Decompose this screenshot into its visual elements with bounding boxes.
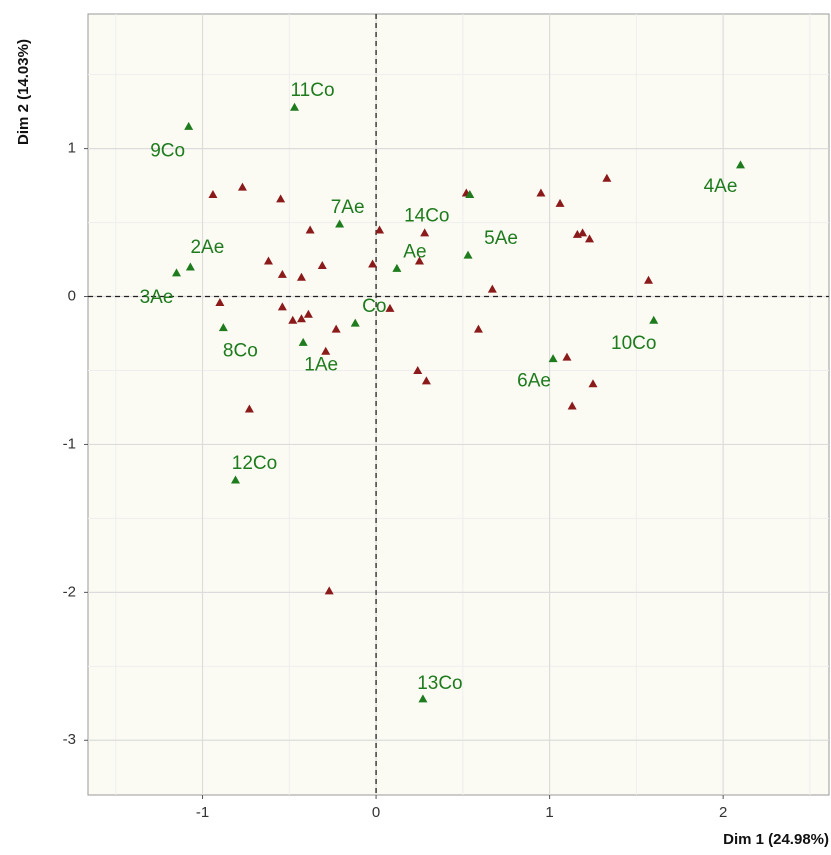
point (567, 401, 577, 410)
x-tick-label: 0 (372, 804, 380, 821)
point (172, 268, 182, 277)
point (321, 346, 331, 355)
point (277, 269, 287, 278)
point (276, 194, 286, 203)
point (420, 228, 430, 237)
point (392, 263, 402, 272)
point (331, 324, 341, 333)
point (562, 352, 572, 361)
point-label: 12Co (232, 453, 277, 474)
point (277, 302, 287, 311)
point (231, 475, 241, 484)
point-label: 4Ae (704, 176, 738, 197)
point (184, 121, 194, 130)
point (585, 234, 595, 243)
point (296, 272, 306, 281)
point (317, 260, 327, 269)
y-tick-label: -3 (63, 731, 76, 748)
point-label: 7Ae (331, 197, 365, 218)
point (465, 189, 475, 198)
point (244, 404, 254, 413)
point (208, 189, 218, 198)
point (473, 324, 483, 333)
point (463, 250, 473, 259)
y-axis-title: Dim 2 (14.03%) (15, 39, 32, 145)
point-label: 6Ae (517, 371, 551, 392)
point (218, 323, 228, 332)
y-tick-label: -1 (63, 435, 76, 452)
point (536, 188, 546, 197)
point-label: 9Co (150, 140, 185, 161)
point (335, 219, 345, 228)
point-label: 14Co (404, 205, 449, 226)
point-label: 11Co (291, 80, 335, 101)
point (375, 225, 385, 234)
y-tick-label: -2 (63, 583, 76, 600)
point-label: 13Co (417, 673, 462, 694)
point (414, 256, 424, 265)
point (185, 262, 195, 271)
point (368, 259, 378, 268)
point (237, 182, 247, 191)
point-label: 3Ae (140, 287, 174, 308)
point (385, 303, 395, 312)
point (215, 297, 225, 306)
point-label: 10Co (611, 333, 656, 354)
point (413, 365, 423, 374)
point (588, 379, 598, 388)
point-label: 5Ae (484, 228, 518, 249)
point (298, 337, 308, 346)
point (578, 228, 588, 237)
point (421, 376, 431, 385)
point (487, 284, 497, 293)
point (649, 315, 659, 324)
point (288, 315, 298, 324)
point (303, 309, 313, 318)
point (263, 256, 273, 265)
point (644, 275, 654, 284)
point (305, 225, 315, 234)
point (602, 173, 612, 182)
y-tick-label: 0 (68, 287, 76, 304)
point (548, 354, 558, 363)
x-tick-label: 2 (719, 804, 727, 821)
point (555, 198, 565, 207)
point-label: Ae (403, 241, 426, 262)
x-tick-label: 1 (545, 804, 553, 821)
point-label: Co (362, 296, 386, 317)
x-tick-label: -1 (196, 804, 209, 821)
point (324, 586, 334, 595)
point (296, 314, 306, 323)
point (350, 318, 360, 327)
panel (87, 13, 830, 796)
point (418, 694, 428, 703)
point (735, 160, 745, 169)
point (290, 102, 300, 111)
point-label: 2Ae (190, 237, 224, 258)
x-axis-title: Dim 1 (24.98%) (723, 831, 829, 848)
point-label: 8Co (223, 341, 258, 362)
point-label: 1Ae (304, 354, 338, 375)
y-tick-label: 1 (68, 140, 76, 157)
